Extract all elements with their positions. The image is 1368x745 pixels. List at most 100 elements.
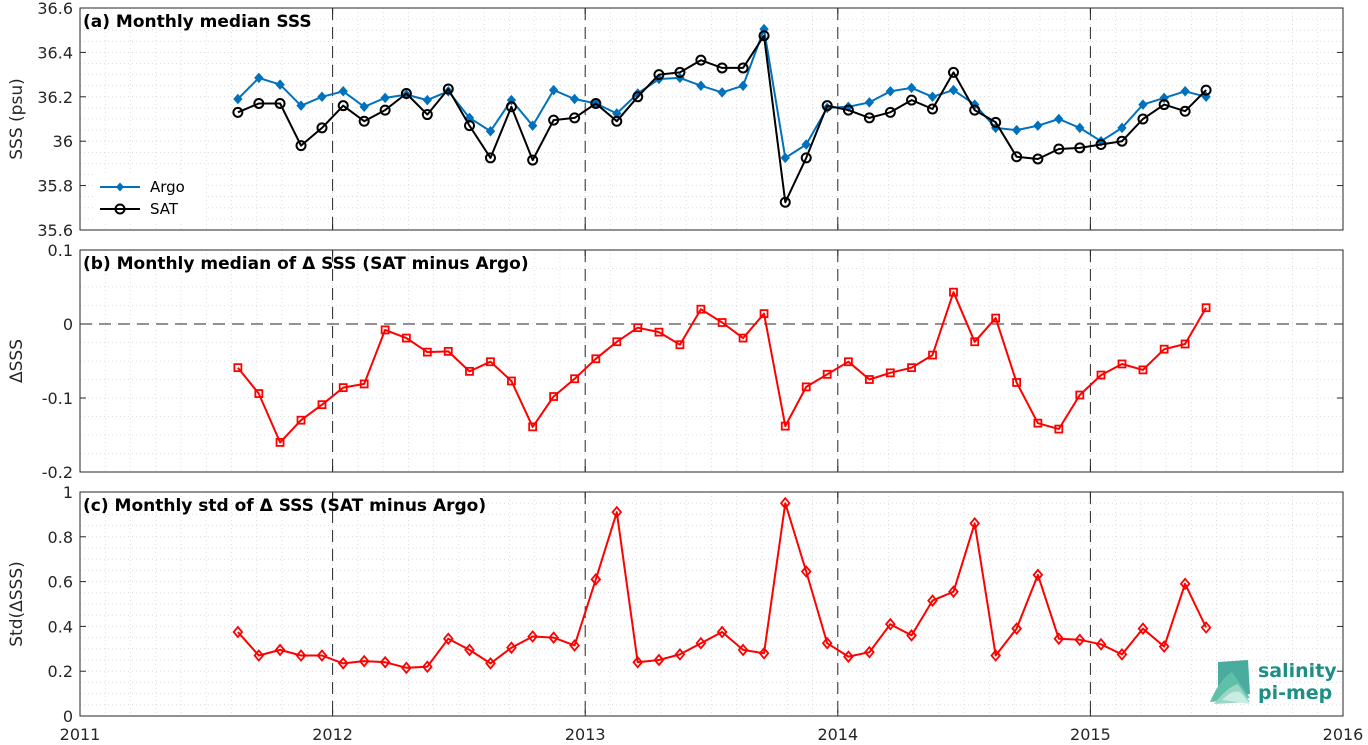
data-point xyxy=(400,661,412,675)
data-point xyxy=(274,643,286,657)
legend: Argo SAT xyxy=(94,173,206,223)
data-point xyxy=(548,631,560,644)
data-point xyxy=(1074,142,1086,154)
y-tick-label: 0.8 xyxy=(48,528,73,547)
data-point xyxy=(296,415,306,425)
legend-label-sat: SAT xyxy=(150,200,179,218)
panel-title: (a) Monthly median SSS xyxy=(83,12,312,32)
data-point xyxy=(254,389,264,398)
data-point xyxy=(422,347,432,357)
y-tick-label: 35.8 xyxy=(37,177,73,196)
data-point xyxy=(948,585,959,599)
data-point xyxy=(927,91,938,103)
data-point xyxy=(927,594,938,608)
data-point xyxy=(1032,568,1044,582)
wave-logo-icon xyxy=(1210,660,1250,704)
x-tick-label: 2011 xyxy=(60,725,101,744)
axes-frame xyxy=(79,491,1344,717)
y-tick-label: -0.1 xyxy=(42,389,73,408)
data-point xyxy=(253,97,265,109)
data-point xyxy=(232,625,244,639)
data-point xyxy=(1117,122,1127,134)
data-point xyxy=(885,85,896,97)
data-point xyxy=(632,91,644,103)
data-point xyxy=(359,101,369,113)
data-point xyxy=(549,392,559,401)
data-point xyxy=(780,421,790,431)
data-point xyxy=(927,103,939,115)
data-point xyxy=(485,125,496,137)
series-line xyxy=(237,291,1207,444)
data-point xyxy=(421,109,433,121)
legend-label-argo: Argo xyxy=(150,178,185,196)
data-point xyxy=(442,632,454,646)
data-point xyxy=(633,323,643,333)
data-point xyxy=(906,628,917,642)
data-point xyxy=(695,54,707,66)
panel-b-median-delta-sss: -0.2 -0.1 0 0.1 ΔSSS (b) Monthly median of Δ … xyxy=(7,241,1344,482)
data-point xyxy=(275,437,285,447)
data-point xyxy=(612,108,622,119)
data-point xyxy=(885,368,895,378)
salinity-pi-mep-logo: salinity pi-mep xyxy=(1210,660,1337,704)
series-delta-sss xyxy=(232,496,1212,675)
data-point xyxy=(442,83,454,95)
data-point xyxy=(821,100,833,112)
data-point xyxy=(506,641,517,655)
data-point xyxy=(990,649,1002,662)
axes-frame xyxy=(79,249,1344,473)
data-point xyxy=(316,122,328,134)
data-point xyxy=(611,115,623,127)
y-axis-label: Std(ΔSSS) xyxy=(7,561,27,647)
data-point xyxy=(653,69,665,81)
data-point xyxy=(275,79,285,90)
data-point xyxy=(844,357,853,367)
data-point xyxy=(1179,105,1191,117)
data-point xyxy=(570,374,579,384)
data-point xyxy=(758,30,770,42)
data-point xyxy=(1053,143,1065,155)
data-point xyxy=(800,152,812,164)
data-point xyxy=(590,97,602,109)
data-point xyxy=(907,363,916,373)
data-point xyxy=(1116,135,1128,147)
y-tick-label: 0.4 xyxy=(48,617,73,636)
legend-marker-argo xyxy=(116,182,124,192)
data-point xyxy=(569,639,580,652)
data-point xyxy=(780,152,790,164)
y-tick-label: 35.6 xyxy=(37,221,73,240)
y-tick-label: 1 xyxy=(63,483,73,502)
data-point xyxy=(1180,339,1190,349)
data-point xyxy=(548,84,559,96)
y-tick-label: 36.4 xyxy=(37,43,73,62)
data-point xyxy=(591,354,601,364)
data-point xyxy=(991,313,1001,323)
panel-a-median-sss: 35.6 35.8 36 36.2 36.4 36.6 SSS (psu) (a) Month… xyxy=(7,0,1344,240)
y-tick-label: 0.6 xyxy=(48,573,73,592)
data-point xyxy=(254,72,264,84)
data-point xyxy=(737,643,749,657)
data-point xyxy=(486,357,495,367)
data-point xyxy=(359,379,369,389)
data-point xyxy=(1116,648,1128,661)
data-point xyxy=(528,422,538,432)
data-point xyxy=(274,97,286,109)
data-point xyxy=(1074,633,1086,647)
y-tick-label: -0.2 xyxy=(42,463,73,482)
legend-marker-sat xyxy=(114,203,126,215)
y-tick-label: 0.2 xyxy=(48,662,73,681)
data-point xyxy=(1054,113,1064,125)
data-point xyxy=(1011,622,1023,636)
data-point xyxy=(1095,637,1107,651)
data-point xyxy=(759,309,769,319)
data-point xyxy=(317,400,327,410)
data-point xyxy=(738,333,748,343)
series-line xyxy=(237,502,1208,669)
data-point xyxy=(443,346,453,356)
data-point xyxy=(611,505,623,519)
data-point xyxy=(232,106,244,118)
x-tick-label: 2015 xyxy=(1070,725,1111,744)
data-point xyxy=(485,656,496,670)
data-point xyxy=(464,112,475,124)
